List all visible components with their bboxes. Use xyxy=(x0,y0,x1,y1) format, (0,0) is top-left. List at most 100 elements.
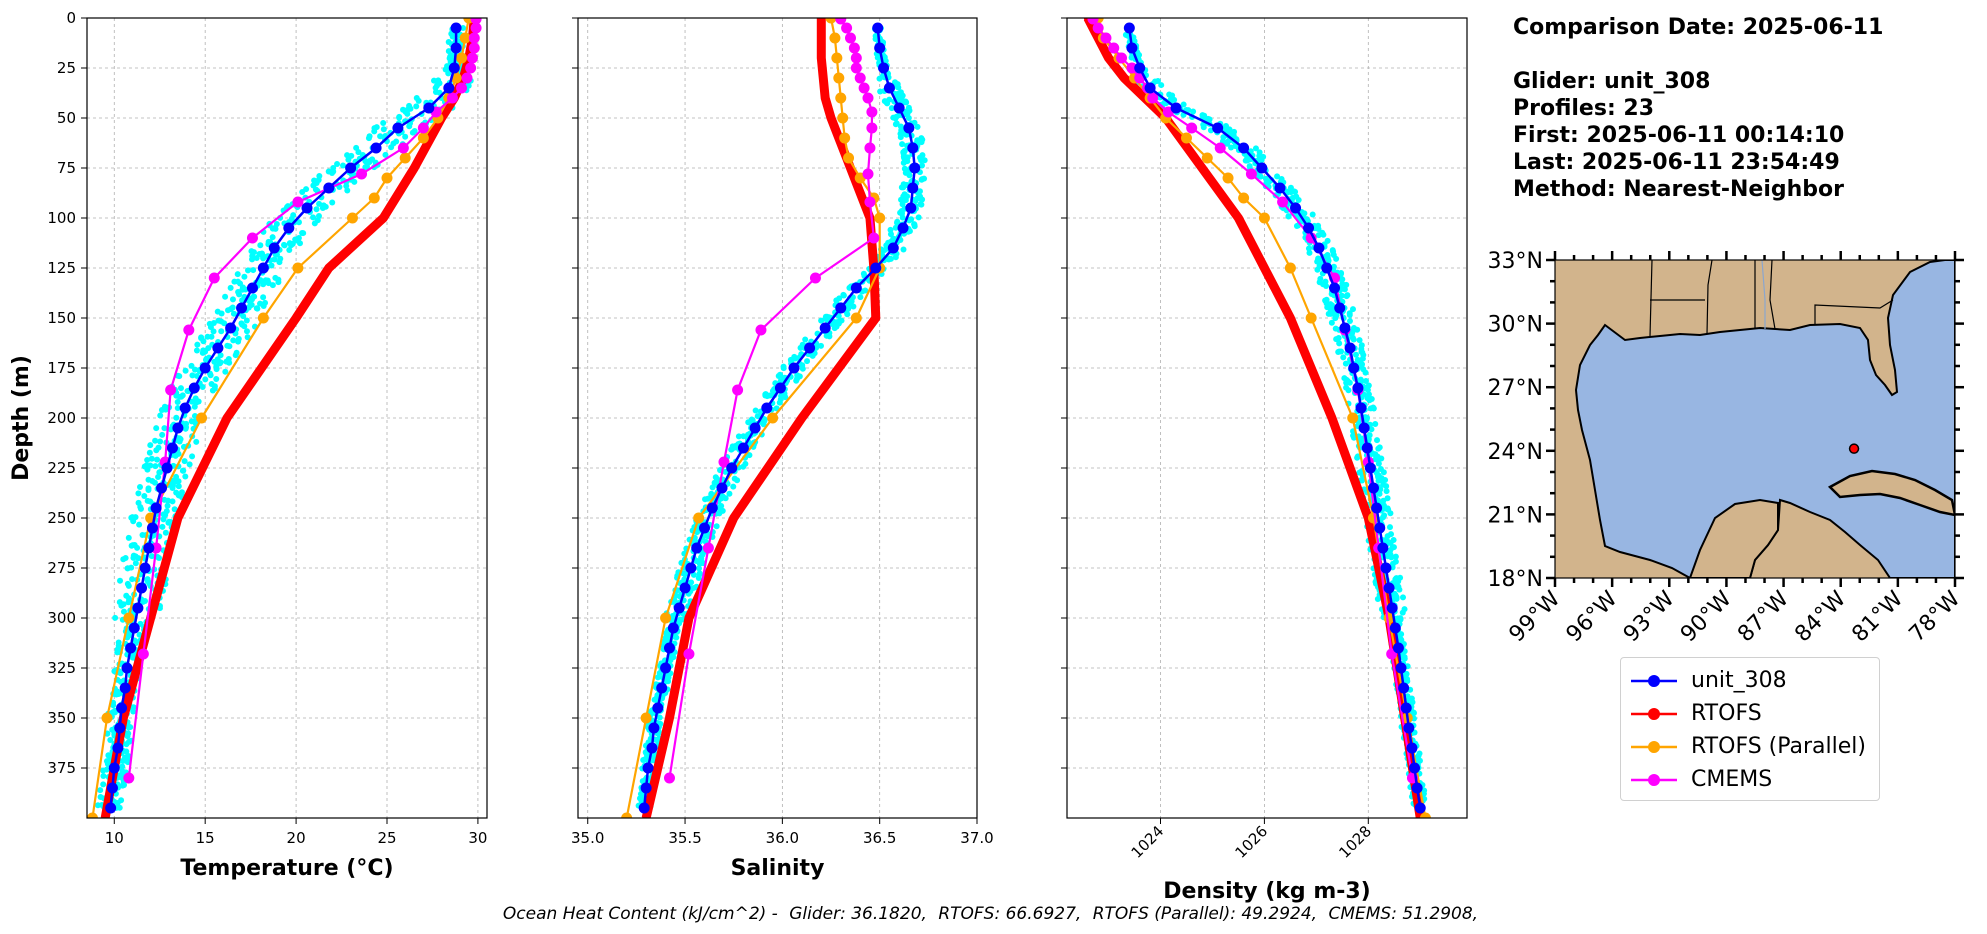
y-tick-label: 375 xyxy=(47,759,76,777)
x-tick-label: 35.5 xyxy=(668,829,701,847)
data-point xyxy=(903,122,915,134)
data-point xyxy=(114,722,126,734)
data-point xyxy=(817,18,826,22)
glider-scatter-point xyxy=(380,120,387,127)
glider-scatter-point xyxy=(120,757,127,764)
data-point xyxy=(871,314,880,322)
data-point xyxy=(292,314,301,322)
glider-scatter-point xyxy=(112,690,119,697)
data-point xyxy=(1389,622,1401,634)
river xyxy=(1761,260,1766,329)
glider-scatter-point xyxy=(1330,248,1337,255)
glider-scatter-point xyxy=(148,553,155,560)
x-tick-label: 36.0 xyxy=(766,829,799,847)
glider-scatter-point xyxy=(253,305,260,312)
map-lon-label: 90°W xyxy=(1676,586,1737,647)
glider-scatter-point xyxy=(129,654,136,661)
glider-scatter-point xyxy=(1354,356,1361,363)
y-tick-label: 350 xyxy=(47,709,76,727)
glider-scatter-point xyxy=(1388,554,1395,561)
glider-scatter-point xyxy=(1349,328,1356,335)
data-point xyxy=(642,762,654,774)
glider-scatter-point xyxy=(243,328,250,335)
data-point xyxy=(1126,42,1138,54)
glider-scatter-point xyxy=(142,597,149,604)
glider-scatter-point xyxy=(696,565,703,572)
glider-scatter-point xyxy=(1391,590,1398,597)
data-point xyxy=(345,162,357,174)
data-point xyxy=(1358,422,1370,434)
data-point xyxy=(831,52,843,64)
glider-scatter-point xyxy=(258,250,265,257)
glider-scatter-point xyxy=(269,234,276,241)
glider-scatter-point xyxy=(382,151,389,158)
glider-scatter-point xyxy=(919,152,926,159)
glider-scatter-point xyxy=(1320,231,1327,238)
data-point xyxy=(236,302,248,314)
glider-scatter-point xyxy=(1416,750,1423,757)
data-point xyxy=(1303,222,1315,234)
data-point xyxy=(1361,442,1373,454)
glider-scatter-point xyxy=(1315,232,1322,239)
data-point xyxy=(1347,412,1359,424)
glider-scatter-point xyxy=(1338,285,1345,292)
state-border xyxy=(1706,260,1713,335)
glider-scatter-point xyxy=(233,349,240,356)
x-axis-label: Density (kg m-3) xyxy=(1163,879,1371,904)
glider-scatter-point xyxy=(1293,222,1300,229)
glider-scatter-point xyxy=(136,521,143,528)
glider-scatter-point xyxy=(316,200,323,207)
glider-scatter-point xyxy=(366,133,373,140)
data-point xyxy=(821,94,830,102)
data-point xyxy=(909,162,921,174)
y-tick-label: 75 xyxy=(57,159,76,177)
glider-scatter-point xyxy=(315,213,322,220)
glider-scatter-point xyxy=(377,133,384,140)
glider-scatter-point xyxy=(174,399,181,406)
data-point xyxy=(907,142,919,154)
data-point xyxy=(1329,282,1341,294)
data-point xyxy=(410,164,419,172)
glider-scatter-point xyxy=(1342,360,1349,367)
glider-scatter-point xyxy=(833,319,840,326)
glider-scatter-point xyxy=(883,99,890,106)
data-point xyxy=(874,212,886,224)
glider-scatter-point xyxy=(152,463,159,470)
glider-scatter-point xyxy=(1380,497,1387,504)
glider-scatter-point xyxy=(329,199,336,206)
glider-scatter-point xyxy=(179,467,186,474)
glider-scatter-point xyxy=(713,523,720,530)
legend-item-rtofs-parallel: RTOFS (Parallel) xyxy=(1621,730,1879,763)
temperature-panel: 0 25 50 75 100 125 150 175 200 225 250 275 300 325 350… xyxy=(9,9,488,881)
glider-scatter-point xyxy=(1322,278,1329,285)
glider-scatter-point xyxy=(171,506,178,513)
data-point xyxy=(368,192,380,204)
glider-scatter-point xyxy=(1333,255,1340,262)
x-axis-label: Temperature (°C) xyxy=(180,856,393,881)
glider-scatter-point xyxy=(888,105,895,112)
glider-scatter-point xyxy=(205,345,212,352)
data-point xyxy=(466,52,478,64)
glider-scatter-point xyxy=(122,554,129,561)
glider-scatter-point xyxy=(1340,354,1347,361)
data-point xyxy=(718,456,730,468)
glider-scatter-point xyxy=(295,219,302,226)
glider-scatter-point xyxy=(100,773,107,780)
data-point xyxy=(854,72,866,84)
glider-scatter-point xyxy=(135,490,142,497)
glider-scatter-point xyxy=(310,214,317,221)
data-point xyxy=(673,602,685,614)
data-point xyxy=(101,712,113,724)
glider-scatter-point xyxy=(445,38,452,45)
data-point xyxy=(323,182,335,194)
glider-scatter-point xyxy=(1335,349,1342,356)
glider-scatter-point xyxy=(334,160,341,167)
glider-scatter-point xyxy=(799,365,806,372)
data-point xyxy=(101,814,110,818)
data-point xyxy=(685,562,697,574)
map-lat-label: 24°N xyxy=(1488,440,1543,465)
data-point xyxy=(459,32,471,44)
glider-scatter-point xyxy=(213,366,220,373)
glider-scatter-point xyxy=(241,273,248,280)
x-tick-label: 1028 xyxy=(1335,822,1375,862)
